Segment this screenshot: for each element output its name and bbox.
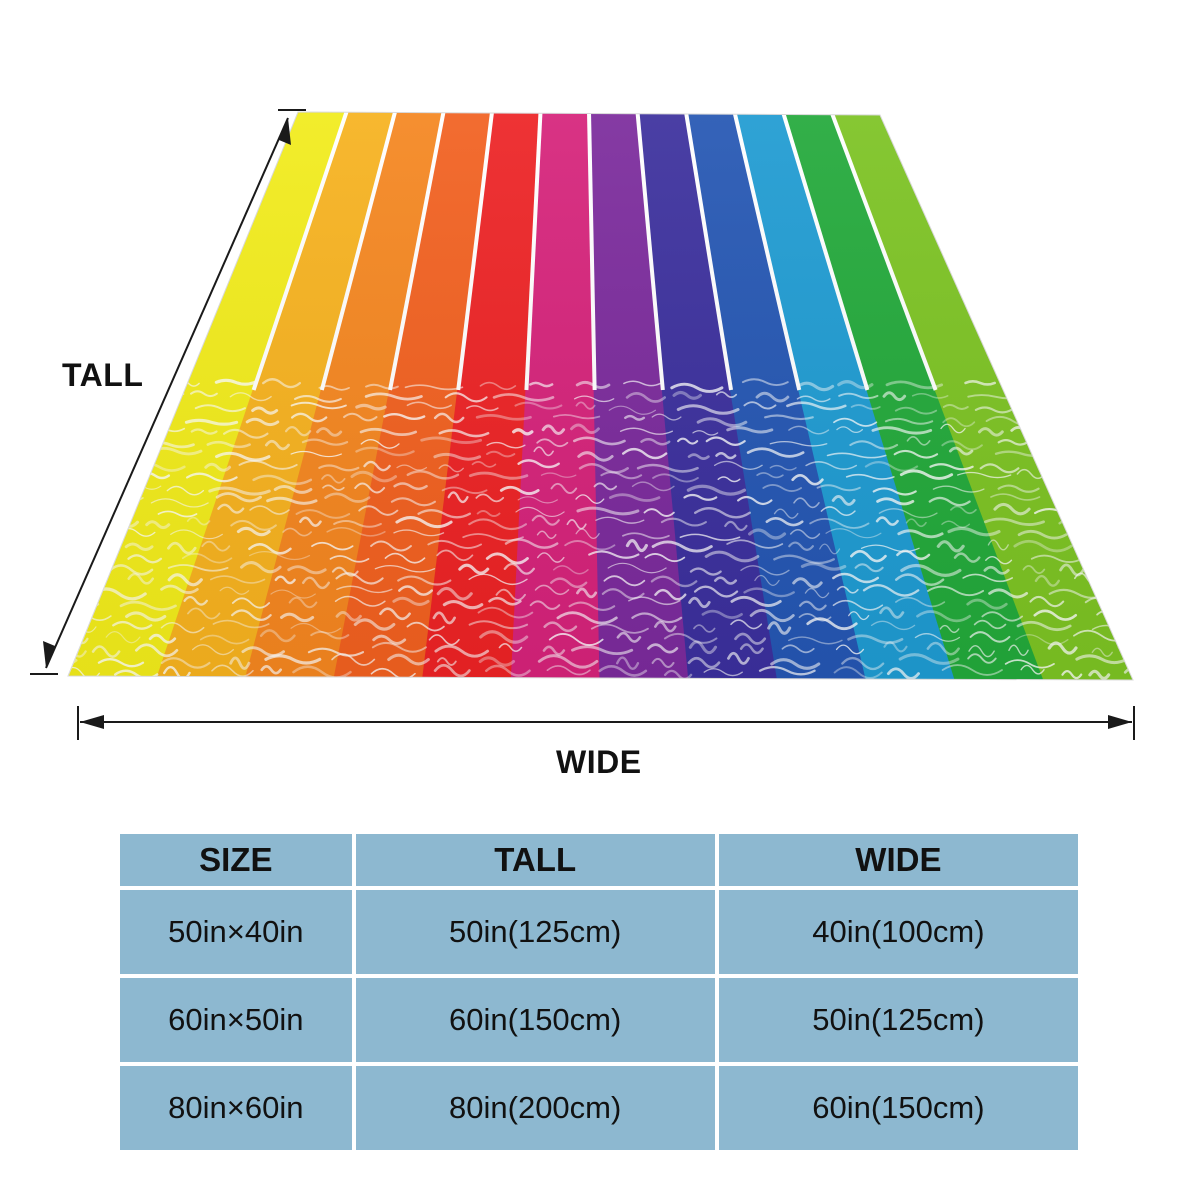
- ripple-highlight: [1122, 519, 1133, 530]
- ripple-highlight: [140, 404, 175, 413]
- table-row: 50in×40in 50in(125cm) 40in(100cm): [120, 890, 1078, 974]
- wide-dimension-label: WIDE: [556, 744, 642, 780]
- ripple-highlight: [1058, 518, 1103, 529]
- tall-column-header: TALL: [355, 834, 715, 886]
- ripple-highlight: [113, 449, 144, 458]
- ripple-highlight: [1142, 379, 1172, 386]
- ripple-highlight: [1089, 527, 1133, 539]
- ripple-highlight: [1062, 497, 1098, 507]
- ripple-highlight: [1048, 480, 1076, 493]
- ripple-highlight: [1034, 406, 1083, 413]
- ripple-highlight: [100, 439, 128, 448]
- size-cell: 50in×40in: [120, 890, 352, 974]
- ripple-highlight: [1159, 620, 1200, 630]
- tall-cell: 80in(200cm): [355, 1066, 715, 1150]
- tall-dimension-arrow: [30, 109, 306, 675]
- ripple-highlight: [1144, 530, 1170, 539]
- ripple-highlight: [1121, 572, 1133, 585]
- ripple-highlight: [1087, 485, 1133, 494]
- ripple-highlight: [84, 406, 130, 413]
- ripple-highlight: [1097, 563, 1133, 573]
- ripple-highlight: [95, 417, 115, 425]
- ripple-highlight: [68, 426, 94, 435]
- ripple-highlight: [1112, 506, 1133, 518]
- ripple-highlight: [1151, 394, 1175, 401]
- size-table-header-row: SIZE TALL WIDE: [120, 834, 1078, 886]
- ripple-highlight: [1057, 428, 1109, 436]
- ripple-highlight: [68, 403, 76, 414]
- ripple-highlight: [1086, 451, 1117, 459]
- ripple-highlight: [1146, 636, 1167, 643]
- wide-cell: 60in(150cm): [718, 1066, 1078, 1150]
- blanket-illustration: [30, 109, 1200, 740]
- ripple-highlight: [1126, 441, 1133, 450]
- wide-cell: 40in(100cm): [718, 890, 1078, 974]
- ripple-highlight: [1137, 447, 1179, 456]
- wide-dimension-arrow: [77, 706, 1135, 740]
- ripple-highlight: [1075, 383, 1096, 391]
- ripple-highlight: [68, 584, 78, 597]
- tall-dimension-label: TALL: [62, 357, 144, 393]
- wide-cell: 50in(125cm): [718, 978, 1078, 1062]
- tall-cell: 60in(150cm): [355, 978, 715, 1062]
- ripple-highlight: [1058, 414, 1103, 426]
- ripple-highlight: [1124, 540, 1133, 552]
- ripple-highlight: [1105, 393, 1133, 403]
- ripple-highlight: [68, 599, 100, 609]
- ripple-highlight: [128, 412, 168, 421]
- ripple-highlight: [1117, 640, 1133, 654]
- ripple-highlight: [68, 482, 106, 493]
- ripple-highlight: [1121, 416, 1133, 425]
- ripple-highlight: [68, 474, 95, 482]
- ripple-highlight: [68, 450, 102, 462]
- ripple-highlight: [68, 519, 101, 529]
- ripple-highlight: [68, 393, 79, 399]
- ripple-highlight: [1149, 473, 1195, 481]
- ripple-highlight: [68, 417, 86, 425]
- size-column-header: SIZE: [120, 834, 352, 886]
- size-cell: 80in×60in: [120, 1066, 352, 1150]
- ripple-highlight: [68, 574, 105, 586]
- ripple-highlight: [68, 441, 94, 449]
- ripple-highlight: [82, 463, 125, 472]
- ripple-highlight: [1140, 404, 1179, 409]
- ripple-highlight: [1156, 598, 1200, 606]
- tall-cell: 50in(125cm): [355, 890, 715, 974]
- ripple-highlight: [68, 493, 93, 503]
- ripple-highlight: [68, 566, 102, 576]
- ripple-highlight: [1037, 463, 1092, 471]
- table-row: 80in×60in 80in(200cm) 60in(150cm): [120, 1066, 1078, 1150]
- ripple-highlight: [68, 540, 106, 551]
- ripple-highlight: [1104, 496, 1133, 504]
- ripple-highlight: [1150, 510, 1181, 515]
- ripple-highlight: [105, 425, 136, 433]
- ripple-highlight: [1105, 461, 1133, 470]
- ripple-highlight: [153, 390, 185, 398]
- rainbow-blanket: [68, 112, 1200, 680]
- ripple-highlight: [1101, 402, 1133, 413]
- ripple-highlight: [68, 507, 101, 517]
- ripple-highlight: [68, 463, 74, 473]
- ripple-highlight: [1109, 471, 1133, 480]
- size-chart-table: SIZE TALL WIDE 50in×40in 50in(125cm) 40i…: [116, 830, 1082, 1154]
- ripple-highlight: [1137, 553, 1193, 562]
- ripple-highlight: [1013, 384, 1070, 390]
- ripple-highlight: [1098, 435, 1121, 446]
- ripple-highlight: [1110, 589, 1133, 600]
- wide-column-header: WIDE: [718, 834, 1078, 886]
- ripple-highlight: [1094, 550, 1125, 561]
- ripple-highlight: [1059, 475, 1092, 484]
- ripple-highlight: [1142, 654, 1189, 662]
- ripple-highlight: [1123, 428, 1133, 439]
- ripple-highlight: [1080, 542, 1105, 550]
- ripple-highlight: [109, 494, 144, 502]
- ripple-highlight: [1035, 434, 1084, 446]
- ripple-highlight: [1150, 612, 1200, 621]
- ripple-highlight: [1031, 390, 1083, 400]
- ripple-highlight: [1109, 381, 1132, 389]
- ripple-highlight: [1159, 567, 1200, 574]
- size-cell: 60in×50in: [120, 978, 352, 1062]
- table-row: 60in×50in 60in(150cm) 50in(125cm): [120, 978, 1078, 1062]
- ripple-highlight: [1055, 447, 1078, 458]
